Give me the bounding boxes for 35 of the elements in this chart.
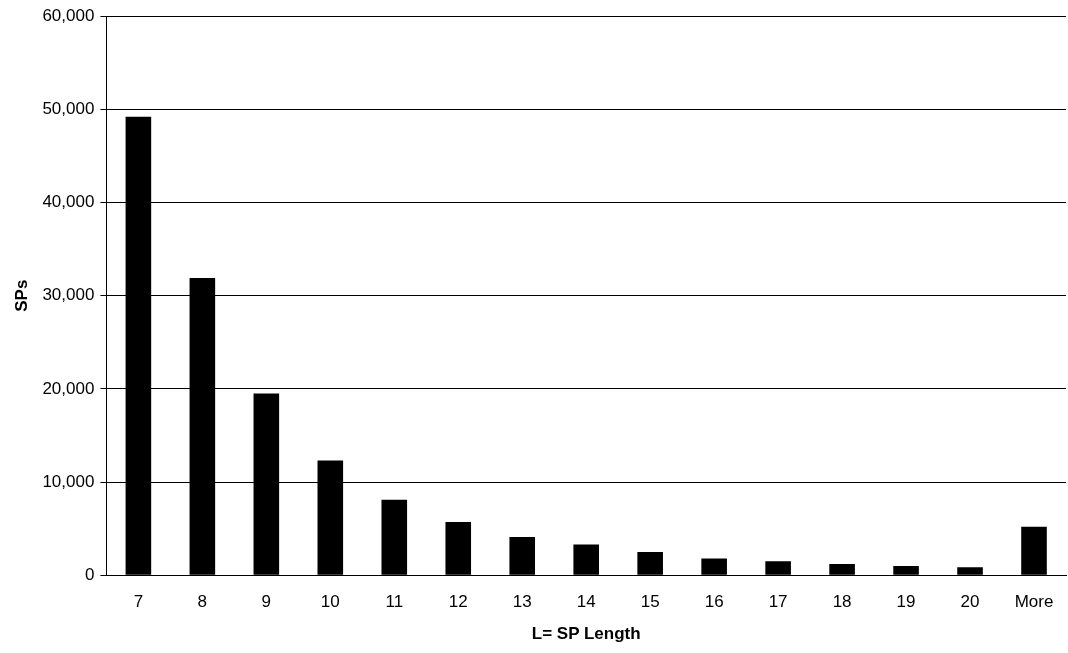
- y-axis-title: SPs: [11, 279, 31, 312]
- bar: [637, 551, 663, 575]
- y-tick-label: 10,000: [42, 471, 95, 491]
- bar: [445, 522, 472, 575]
- x-tick-label: More: [1014, 592, 1054, 612]
- x-axis-title: L= SP Length: [531, 624, 641, 644]
- bar: [701, 558, 727, 575]
- x-tick-label: 10: [320, 592, 340, 612]
- y-tick-label: 50,000: [42, 99, 95, 119]
- bar: [573, 544, 599, 575]
- x-tick-label: 18: [832, 592, 852, 612]
- bar: [509, 537, 536, 575]
- x-tick-label: 11: [385, 592, 404, 612]
- x-tick-label: 12: [448, 592, 468, 612]
- bar: [957, 567, 983, 575]
- bar: [1021, 526, 1047, 575]
- x-tick-label: 20: [960, 592, 980, 612]
- bar: [381, 499, 408, 575]
- x-tick-label: 14: [576, 592, 596, 612]
- x-tick-label: 16: [704, 592, 724, 612]
- y-tick-label: 0: [84, 564, 95, 584]
- x-tick-label: 17: [768, 592, 788, 612]
- x-tick-label: 15: [640, 592, 660, 612]
- x-tick-label: 8: [197, 592, 208, 612]
- y-tick-label: 60,000: [42, 5, 95, 25]
- bar: [829, 564, 855, 575]
- y-tick-label: 30,000: [42, 285, 95, 305]
- x-tick-label: 13: [512, 592, 532, 612]
- x-tick-label: 19: [896, 592, 916, 612]
- x-tick-label: 9: [261, 592, 272, 612]
- y-tick-label: 40,000: [42, 192, 95, 212]
- x-tick-label: 7: [133, 592, 144, 612]
- bar: [893, 565, 919, 575]
- bar: [765, 561, 791, 575]
- y-tick-label: 20,000: [42, 378, 95, 398]
